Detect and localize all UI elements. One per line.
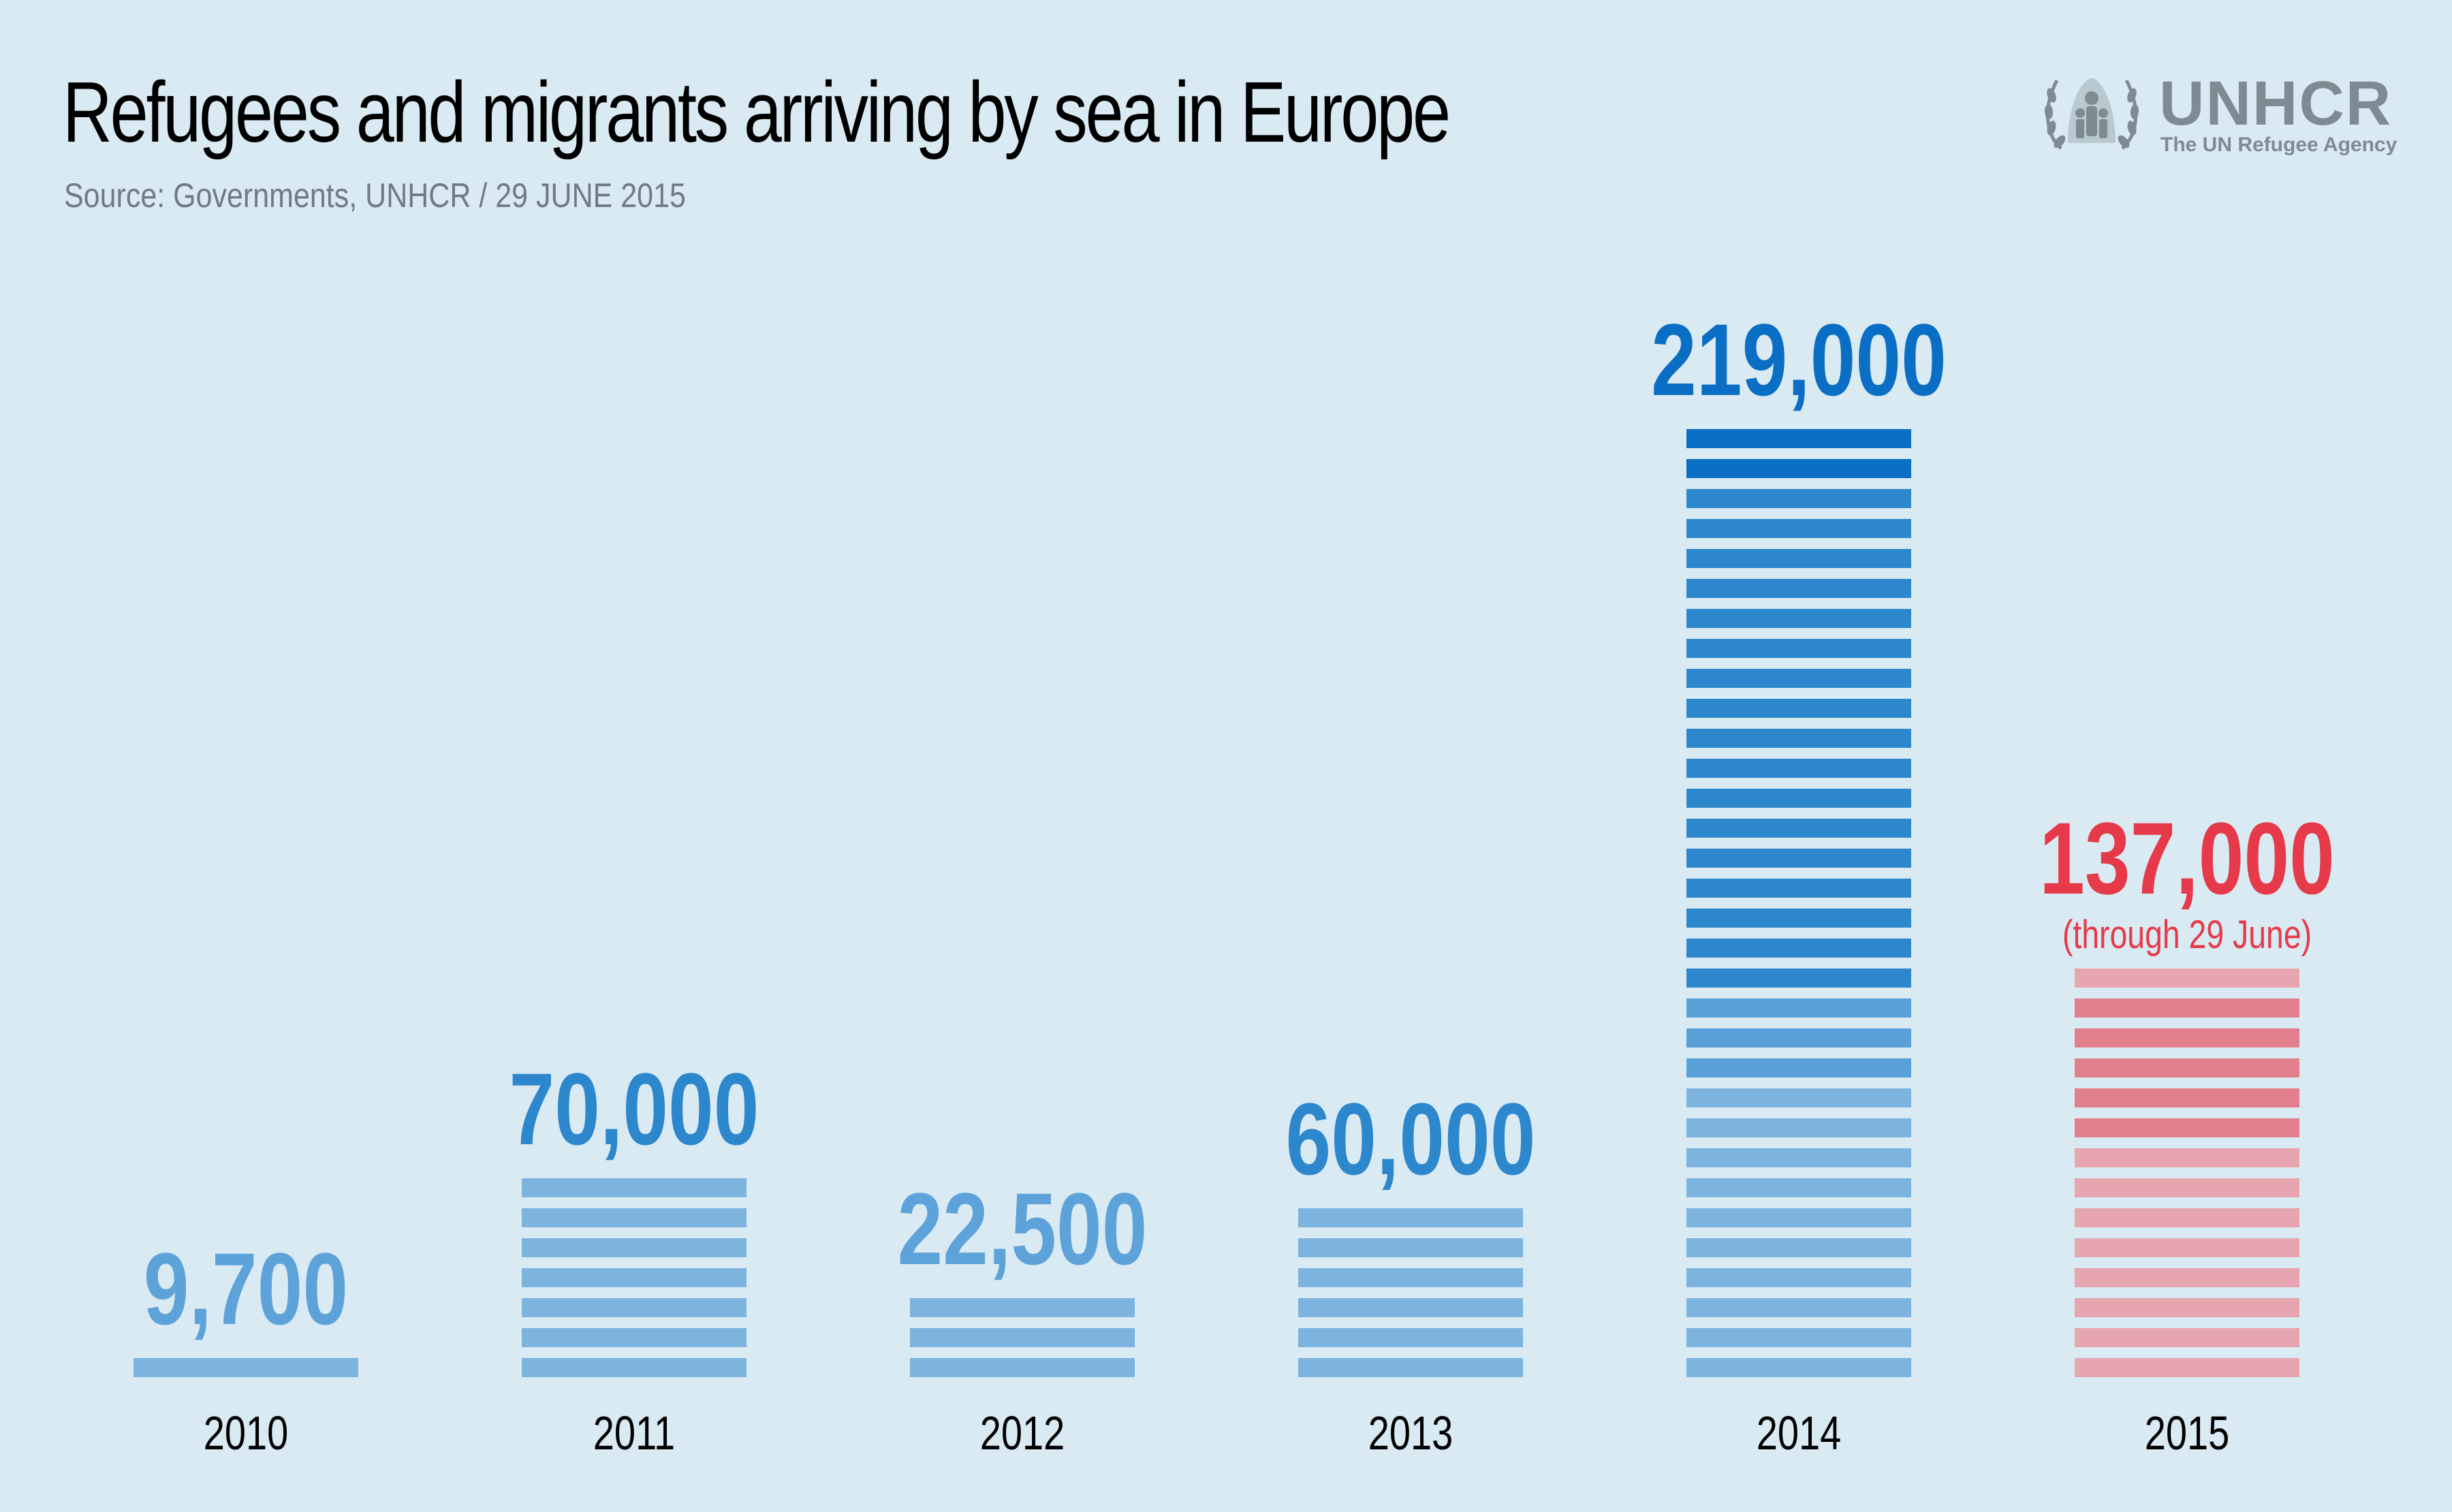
bar-stripe-2015-8: [2075, 1148, 2299, 1167]
bar-stripe-2014-7: [1686, 1178, 1911, 1197]
chart-title: Refugees and migrants arriving by sea in…: [63, 64, 1451, 160]
value-label-2014: 219,000: [1651, 302, 1947, 417]
year-label-2011: 2011: [593, 1407, 675, 1460]
bar-stripe-2011-3: [522, 1298, 746, 1317]
year-label-2010: 2010: [204, 1407, 289, 1460]
bar-stripe-2014-14: [1686, 968, 1911, 988]
bar-stripe-2014-12: [1686, 1028, 1911, 1048]
bar-stripe-2013-5: [1298, 1238, 1523, 1257]
bar-stripe-2014-24: [1686, 669, 1911, 688]
bar-stripe-2015-7: [2075, 1178, 2299, 1197]
bar-stripe-2013-6: [1298, 1208, 1523, 1227]
logo-tagline: The UN Refugee Agency: [2160, 133, 2398, 156]
bar-stripe-2015-1: [2075, 1358, 2299, 1377]
bar-stripe-2014-8: [1686, 1148, 1911, 1167]
bar-stripe-2013-1: [1298, 1358, 1523, 1377]
bar-stripe-2015-2: [2075, 1328, 2299, 1347]
bar-stripe-2015-10: [2075, 1088, 2299, 1107]
value-label-2013: 60,000: [1285, 1082, 1535, 1196]
bar-stripe-2014-9: [1686, 1118, 1911, 1137]
bar-stripe-2015-4: [2075, 1268, 2299, 1287]
bar-stripe-2011-5: [522, 1238, 746, 1257]
bar-stripe-2015-12: [2075, 1028, 2299, 1048]
bar-stripe-2014-23: [1686, 699, 1911, 718]
bar-stripe-2015-5: [2075, 1238, 2299, 1257]
bar-stripe-2014-28: [1686, 549, 1911, 568]
bar-stripe-2014-25: [1686, 639, 1911, 658]
unhcr-emblem-icon: [2044, 78, 2139, 150]
value-label-2015: 137,000: [2039, 801, 2335, 915]
bar-stripe-2015-9: [2075, 1118, 2299, 1137]
bar-stripe-2015-14: [2075, 968, 2299, 988]
bar-stripe-2015-13: [2075, 998, 2299, 1018]
annotation-2015: (through 29 June): [2062, 913, 2312, 957]
year-label-2013: 2013: [1368, 1407, 1453, 1460]
bar-stripe-2014-27: [1686, 579, 1911, 598]
bar-stripe-2014-3: [1686, 1298, 1911, 1317]
bar-stripe-2014-1: [1686, 1358, 1911, 1377]
bar-stripe-2012-3: [910, 1298, 1135, 1317]
bar-stripe-2010-1: [133, 1358, 358, 1377]
value-label-2011: 70,000: [509, 1052, 759, 1166]
bar-stripe-2011-6: [522, 1208, 746, 1227]
bar-stripe-2014-10: [1686, 1088, 1911, 1107]
bar-stripe-2012-2: [910, 1328, 1135, 1347]
year-label-2015: 2015: [2145, 1407, 2230, 1460]
bar-stripe-2014-17: [1686, 879, 1911, 898]
bar-stripe-2011-4: [522, 1268, 746, 1287]
bar-stripe-2015-3: [2075, 1298, 2299, 1317]
bar-stripe-2014-20: [1686, 789, 1911, 808]
bar-stripe-2014-2: [1686, 1328, 1911, 1347]
unhcr-logo: UNHCR The UN Refugee Agency: [2041, 68, 2408, 163]
bar-stripe-2015-11: [2075, 1058, 2299, 1077]
bar-stripe-2014-6: [1686, 1208, 1911, 1227]
bar-stripe-2011-1: [522, 1358, 746, 1377]
year-label-2014: 2014: [1757, 1407, 1842, 1460]
bar-stripe-2012-1: [910, 1358, 1135, 1377]
bar-stripe-2014-26: [1686, 609, 1911, 628]
year-label-2012: 2012: [980, 1407, 1065, 1460]
bar-stripe-2011-7: [522, 1178, 746, 1197]
bar-stripe-2014-16: [1686, 909, 1911, 928]
bar-stripe-2015-6: [2075, 1208, 2299, 1227]
bar-stripe-2014-19: [1686, 819, 1911, 838]
bar-stripe-2013-3: [1298, 1298, 1523, 1317]
bar-stripe-2014-21: [1686, 759, 1911, 778]
bar-stripe-2014-13: [1686, 998, 1911, 1018]
bar-stripe-2013-2: [1298, 1328, 1523, 1347]
bar-stripe-2014-31: [1686, 459, 1911, 478]
bar-stripe-2014-32: [1686, 429, 1911, 448]
value-label-2010: 9,700: [144, 1231, 348, 1346]
bar-stripe-2014-22: [1686, 729, 1911, 748]
logo-name: UNHCR: [2159, 69, 2393, 138]
bar-stripe-2014-5: [1686, 1238, 1911, 1257]
value-label-2012: 22,500: [897, 1171, 1147, 1286]
bar-stripe-2013-4: [1298, 1268, 1523, 1287]
bar-stripe-2014-15: [1686, 939, 1911, 958]
bar-stripe-2014-11: [1686, 1058, 1911, 1077]
bar-stripe-2014-4: [1686, 1268, 1911, 1287]
bar-stripe-2014-29: [1686, 519, 1911, 538]
bar-stripe-2011-2: [522, 1328, 746, 1347]
bar-stripe-2014-30: [1686, 489, 1911, 508]
chart-source: Source: Governments, UNHCR / 29 JUNE 201…: [64, 176, 686, 215]
bar-stripe-2014-18: [1686, 849, 1911, 868]
